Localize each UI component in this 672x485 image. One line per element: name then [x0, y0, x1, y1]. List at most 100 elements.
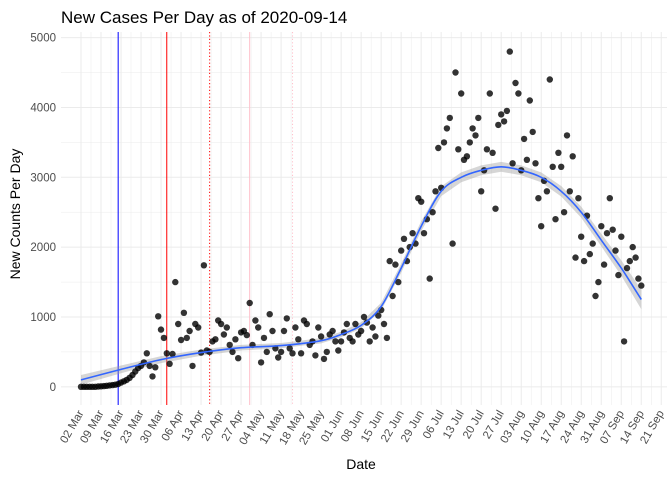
data-point: [563, 132, 571, 139]
data-point: [638, 282, 645, 289]
data-point: [289, 350, 296, 357]
data-point: [343, 320, 350, 328]
y-tick-label: 1000: [30, 312, 56, 324]
data-point: [495, 121, 502, 129]
data-point: [392, 261, 399, 268]
data-point: [612, 247, 619, 254]
data-point: [155, 313, 162, 320]
data-point: [629, 243, 636, 251]
y-tick-labels: 0 1000 2000 3000 4000 5000: [30, 33, 56, 394]
chart-title: New Cases Per Day as of 2020-09-14: [61, 8, 347, 27]
data-point: [543, 188, 551, 195]
data-point: [555, 149, 562, 156]
data-point: [395, 278, 402, 286]
data-point: [429, 209, 436, 216]
data-point: [443, 125, 451, 132]
data-point: [503, 107, 511, 115]
grid-lines: [61, 32, 667, 405]
data-point: [578, 233, 585, 240]
data-point: [552, 216, 559, 223]
data-point: [232, 336, 239, 343]
data-point: [186, 327, 193, 335]
data-point: [280, 327, 288, 335]
data-point: [323, 348, 330, 356]
data-point: [177, 336, 185, 344]
data-point: [200, 262, 208, 269]
y-tick-label: 0: [50, 382, 56, 394]
data-point: [580, 257, 588, 265]
data-point: [535, 195, 542, 202]
data-point: [380, 320, 388, 328]
data-point: [277, 348, 285, 356]
data-point: [398, 247, 405, 254]
data-point: [446, 114, 453, 122]
data-point: [523, 156, 531, 163]
data-point: [166, 360, 173, 367]
data-point: [569, 153, 576, 160]
data-point: [575, 195, 582, 202]
data-point: [426, 275, 433, 282]
data-point: [246, 299, 253, 307]
data-point: [337, 338, 345, 345]
x-axis-title: Date: [346, 456, 376, 472]
data-point: [512, 79, 519, 87]
data-point: [529, 128, 536, 136]
data-point: [372, 333, 379, 340]
data-point: [295, 336, 302, 343]
data-point: [595, 278, 602, 286]
data-point: [283, 315, 290, 322]
data-point: [618, 233, 625, 240]
data-point: [312, 352, 319, 359]
data-point: [440, 139, 448, 146]
data-point: [620, 338, 628, 345]
data-point: [560, 209, 568, 216]
smooth-curve: [80, 165, 642, 381]
data-point: [589, 240, 596, 247]
y-tick-label: 2000: [30, 242, 56, 254]
data-point: [243, 331, 250, 339]
data-point: [317, 333, 325, 340]
data-point: [332, 338, 339, 345]
data-point: [472, 132, 479, 139]
data-point: [603, 230, 611, 237]
data-point: [297, 350, 305, 357]
data-point: [509, 160, 516, 167]
data-point: [389, 292, 396, 300]
data-point: [275, 354, 282, 361]
data-point: [335, 347, 342, 354]
data-point: [360, 313, 368, 321]
data-point: [217, 320, 225, 328]
data-point: [352, 320, 359, 328]
data-point: [152, 364, 159, 371]
data-point: [189, 362, 196, 370]
data-points: [77, 48, 645, 390]
y-tick-label: 4000: [30, 102, 56, 114]
data-point: [558, 163, 565, 170]
data-point: [420, 230, 428, 237]
data-point: [526, 97, 533, 104]
data-point: [163, 350, 170, 357]
data-point: [598, 223, 605, 230]
data-point: [606, 195, 613, 202]
data-point: [452, 69, 459, 76]
y-tick-label: 5000: [30, 33, 56, 45]
data-point: [226, 341, 233, 349]
data-point: [180, 309, 188, 316]
data-point: [626, 257, 633, 265]
data-point: [175, 320, 182, 328]
data-point: [366, 338, 373, 345]
data-point: [229, 348, 236, 356]
data-point: [292, 324, 299, 331]
data-point: [257, 359, 265, 366]
data-point: [572, 254, 579, 261]
smooth-line: [80, 165, 642, 381]
data-point: [349, 338, 356, 345]
data-point: [183, 334, 190, 342]
data-point: [506, 48, 513, 55]
data-point: [500, 118, 508, 125]
data-point: [466, 139, 473, 146]
data-point: [157, 326, 165, 333]
data-point: [475, 114, 482, 122]
